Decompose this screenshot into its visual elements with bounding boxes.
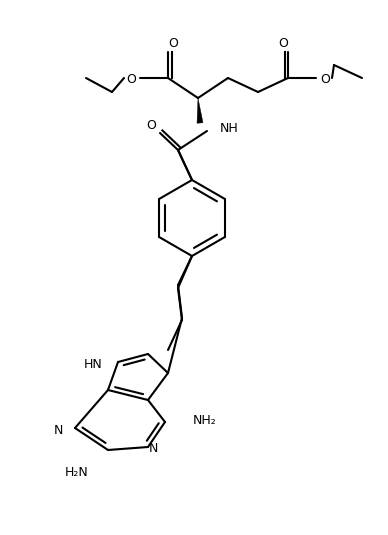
Text: O: O	[320, 73, 330, 86]
Text: NH₂: NH₂	[193, 414, 217, 426]
Text: O: O	[146, 118, 156, 132]
Text: N: N	[148, 442, 158, 455]
Text: HN: HN	[83, 357, 102, 371]
Polygon shape	[197, 98, 203, 123]
Text: O: O	[126, 73, 136, 86]
Text: NH: NH	[220, 121, 239, 134]
Text: H₂N: H₂N	[64, 465, 88, 478]
Text: O: O	[168, 36, 178, 50]
Text: N: N	[54, 424, 63, 437]
Text: O: O	[278, 36, 288, 50]
